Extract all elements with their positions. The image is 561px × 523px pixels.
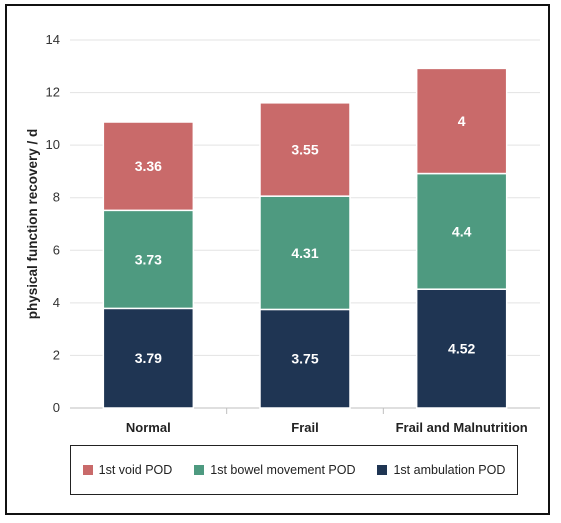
y-tick-label: 12	[46, 85, 60, 100]
y-axis-ticks: 0 2 4 6 8 10 12 14	[46, 32, 60, 415]
x-tick-label: Normal	[126, 420, 171, 435]
bar-segment	[415, 172, 508, 290]
legend-label: 1st ambulation POD	[393, 463, 506, 477]
data-label: 3.75	[291, 351, 318, 367]
y-tick-label: 14	[46, 32, 60, 47]
bar-segment	[259, 102, 351, 197]
legend: 1st void POD 1st bowel movement POD 1st am…	[70, 445, 518, 495]
legend-swatch	[377, 465, 388, 475]
legend-label: 1st void POD	[98, 463, 173, 477]
bar-segment	[415, 288, 508, 409]
data-label: 3.55	[291, 141, 318, 157]
bar-segment	[259, 195, 351, 311]
y-tick-label: 2	[53, 347, 60, 362]
data-label: 4.52	[448, 341, 475, 357]
bars	[102, 67, 508, 409]
bar-segment	[102, 307, 195, 409]
x-axis-categories: Normal Frail Frail and Malnutrition	[126, 420, 528, 435]
y-tick-label: 0	[53, 400, 60, 415]
legend-item: 1st ambulation POD	[377, 463, 505, 477]
legend-item: 1st bowel movement POD	[194, 463, 355, 477]
data-label: 4.31	[291, 245, 318, 261]
data-label: 3.36	[135, 158, 162, 174]
y-tick-label: 10	[46, 137, 60, 152]
x-tick-label: Frail	[291, 420, 318, 435]
y-tick-label: 8	[53, 190, 60, 205]
y-tick-label: 6	[53, 242, 60, 257]
legend-swatch	[82, 465, 93, 475]
data-label: 3.79	[135, 350, 162, 366]
bar-segment	[102, 209, 195, 310]
bar-segment	[415, 67, 508, 175]
bar-segment	[102, 121, 195, 212]
legend-swatch	[194, 465, 205, 475]
x-tick-label: Frail and Malnutrition	[396, 420, 528, 435]
data-label: 4.4	[452, 223, 472, 239]
legend-item: 1st void POD	[82, 463, 173, 477]
legend-label: 1st bowel movement POD	[210, 463, 356, 477]
data-label: 3.73	[135, 251, 162, 267]
data-label: 4	[458, 113, 466, 129]
y-axis-label: physical function recovery / d	[25, 129, 40, 320]
data-labels: 3.79 3.73 3.36 3.75 4.31 3.55 4.52 4.4 4	[135, 113, 476, 367]
y-tick-label: 4	[53, 295, 60, 310]
